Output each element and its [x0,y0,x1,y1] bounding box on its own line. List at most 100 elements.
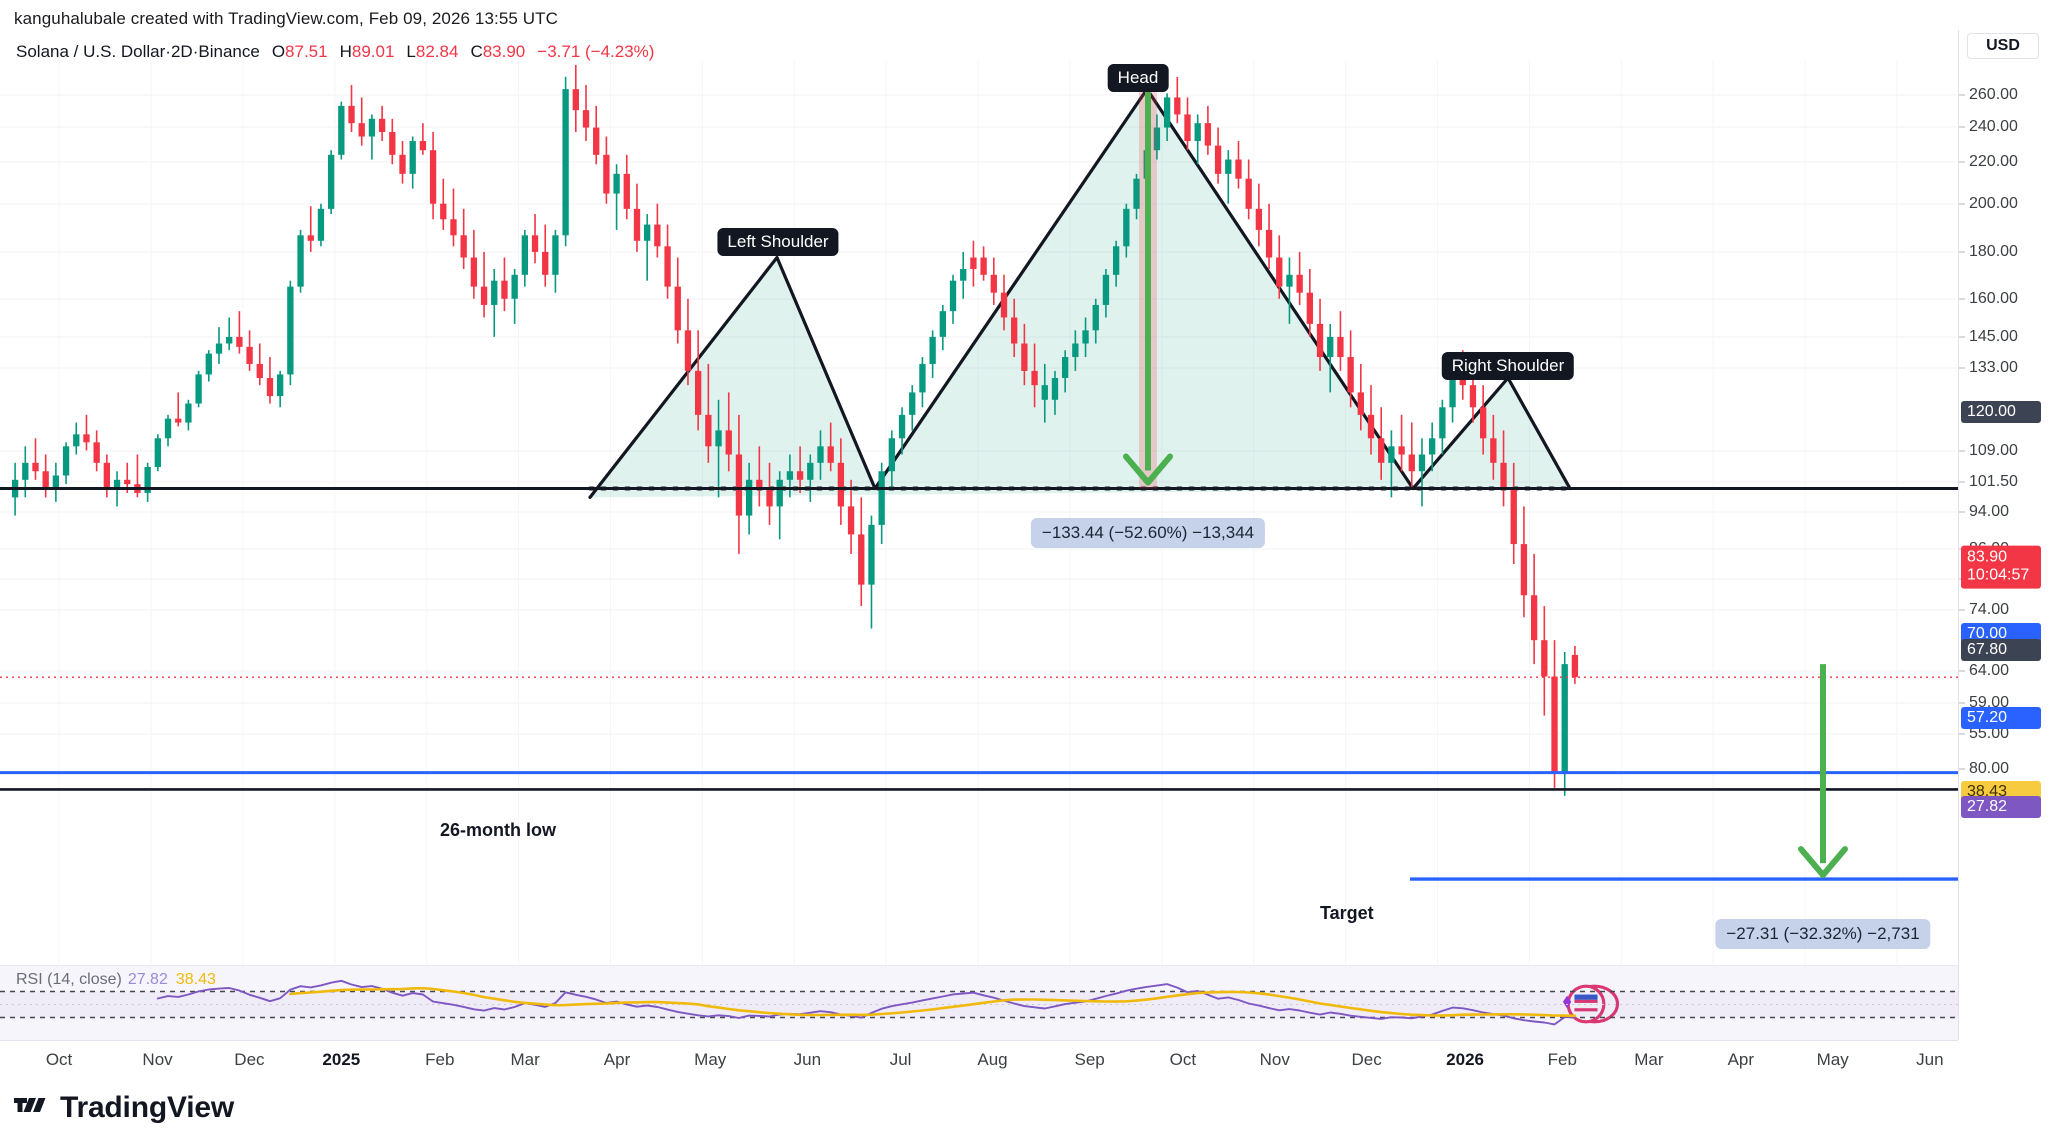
price-tick-label: 200.00 [1969,195,2018,212]
candle-body [1133,178,1140,209]
candle-body [1296,274,1303,293]
candle-body [868,524,875,585]
price-tick-mark [1959,126,1965,128]
legend-symbol[interactable]: Solana / U.S. Dollar [16,42,166,61]
candle-body [909,392,916,415]
price-tick-label: 240.00 [1969,118,2018,135]
rsi-ma-line [289,986,1577,1018]
countdown-text: 10:04:57 [1967,567,2030,584]
time-axis-label: May [694,1050,727,1069]
tradingview-wordmark: TradingView [60,1091,234,1124]
rsi-legend-title: RSI (14, close) [16,971,122,988]
candle-body [1011,317,1018,344]
candle-body [756,479,763,489]
price-tick-mark [1959,94,1965,96]
price-tick-mark [1959,161,1965,163]
currency-label[interactable]: USD [1967,33,2039,59]
candle-body [715,430,722,447]
candle-body [378,118,386,133]
candle-body [684,330,692,371]
candle-body [124,479,131,485]
candle-body [1459,377,1466,386]
time-axis-label: Feb [425,1050,455,1069]
time-axis-label: Jun [793,1050,822,1069]
candle-body [949,280,957,312]
candle-body [338,105,345,155]
candle-body [297,235,304,287]
candle-body [1245,178,1252,209]
rsi-legend-ma-value: 38.43 [175,971,216,988]
rsi-value-badge[interactable]: 27.82 [1961,796,2041,818]
level-6780-badge[interactable]: 67.80 [1961,639,2041,661]
candle-body [807,462,814,480]
candle-body [368,118,376,137]
neckline-price-badge[interactable]: 120.00 [1961,401,2041,423]
price-pane[interactable] [0,60,1990,1024]
candle-body [542,251,549,275]
rsi-tick-label: 80.00 [1969,760,2010,777]
candle-body [113,479,121,489]
candle-body [236,336,243,347]
candle-body [1062,357,1069,378]
candle-body [837,462,845,507]
candle-body [22,462,29,480]
time-axis-label: Apr [603,1050,631,1069]
candle-body [1286,274,1293,287]
legend-low: L82.84 [406,42,458,62]
price-tick-mark [1959,251,1965,253]
candle-body [460,235,467,258]
rsi-legend[interactable]: RSI (14, close) 27.82 38.43 [16,971,216,989]
candle-body [521,235,528,275]
candle-body [389,132,396,155]
candle-body [888,438,896,472]
legend-interval[interactable]: 2D [170,42,193,61]
candle-body [644,224,651,241]
legend-close-key: C [470,42,483,61]
candle-body [1123,208,1130,247]
price-tick-mark [1959,450,1965,452]
candle-body [103,462,111,489]
rsi-tick-mark [1959,768,1965,770]
legend-sep-2: · [192,42,199,61]
candle-body [1306,292,1313,324]
legend-open-value: 87.51 [285,42,328,61]
target-price-badge[interactable]: 57.20 [1961,707,2041,729]
candle-body [1429,438,1436,455]
time-axis-label: Dec [1351,1050,1382,1069]
candle-body [246,346,253,364]
candle-body [572,89,579,111]
candle-body [32,462,39,472]
price-tick-label: 74.00 [1969,601,2010,618]
candle-body [898,414,906,439]
candle-body [1214,145,1222,174]
candle-body [1051,377,1059,400]
candle-body [42,471,49,489]
candle-body [1510,488,1517,545]
footer-brand-bar: TradingView [0,1078,2048,1138]
price-tick-mark [1959,511,1965,513]
legend-exchange[interactable]: Binance [198,42,260,61]
candle-body [705,414,712,447]
time-axis-label: Mar [1634,1050,1664,1069]
candle-body [1327,336,1334,358]
candle-body [1082,330,1089,344]
candle-body [440,203,447,220]
candle-body [786,471,794,480]
time-axis[interactable]: Oct Nov Dec 2025 Feb Mar Apr May Jun Jul Aug Sep Oct… [0,1040,1958,1078]
last-price-badge[interactable]: 83.90 10:04:57 [1961,545,2041,589]
price-tick-label: 94.00 [1969,503,2010,520]
time-axis-label: 2026 [1446,1050,1485,1069]
rsi-pane[interactable] [0,965,1958,1040]
price-tick-mark [1959,203,1965,205]
price-tick-label: 260.00 [1969,86,2018,103]
time-axis-label: 2025 [322,1050,361,1069]
candle-body [83,434,90,443]
price-axis[interactable]: USD 260.00 240.00 220.00 200.00 180.00 160.00… [1958,30,2048,1040]
candle-body [603,154,610,194]
candle-body [1561,664,1568,773]
chart-legend[interactable]: Solana / U.S. Dollar · 2D · Binance O87.… [16,42,654,62]
price-tick-mark [1959,609,1965,611]
candle-body [990,274,997,293]
rsi-plot [0,979,1958,1026]
candle-body [1000,292,1008,318]
